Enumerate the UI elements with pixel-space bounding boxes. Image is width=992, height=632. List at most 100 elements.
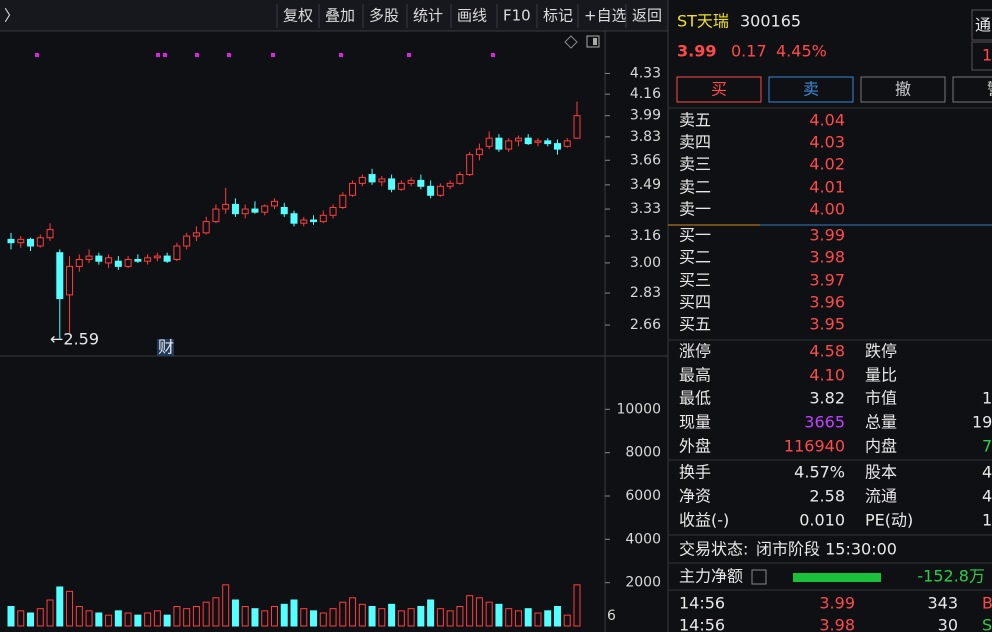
flow-icon[interactable] — [751, 569, 767, 585]
toolbar-button[interactable]: 统计 — [413, 7, 443, 25]
back-button[interactable]: 〉 — [4, 7, 19, 25]
toolbar-button[interactable]: +自选 — [584, 7, 627, 25]
volume-bar — [563, 614, 571, 627]
candle-body — [241, 208, 249, 215]
candle-body — [358, 176, 366, 184]
candle-body — [270, 200, 278, 207]
volume-bar — [27, 612, 35, 627]
y-tick-label: 3.33 — [630, 201, 661, 217]
volume-bar — [7, 606, 15, 627]
y-tick-label: 10000 — [616, 401, 661, 417]
stat-value: 4.58 — [809, 342, 845, 361]
volume-bar — [46, 599, 54, 627]
stat-label: 净资 — [679, 487, 711, 506]
toolbar-button[interactable]: 标记 — [543, 7, 573, 25]
y-tick-label: 3.99 — [630, 108, 661, 124]
candle-body — [544, 140, 552, 145]
candle-body — [505, 140, 513, 150]
volume-bar — [349, 597, 357, 627]
side-bottom: 1 — [982, 46, 992, 65]
candle-body — [85, 255, 93, 260]
toolbar-button[interactable]: 多股 — [369, 7, 399, 25]
stock-code: 300165 — [740, 12, 801, 31]
stat-label: 换手 — [679, 463, 711, 482]
volume-bar — [544, 610, 552, 627]
book-price: 4.00 — [809, 200, 845, 219]
window-icon[interactable] — [586, 35, 600, 48]
volume-bar — [505, 608, 513, 627]
volume-bar — [456, 606, 464, 627]
toolbar-button[interactable]: 复权 — [283, 7, 313, 25]
action-button[interactable]: 买 — [711, 80, 727, 99]
book-label: 买四 — [679, 293, 711, 312]
book-label: 买三 — [679, 271, 711, 290]
action-button-frame — [676, 76, 762, 103]
candle-body — [553, 143, 561, 150]
stat-label: 跌停 — [865, 342, 897, 361]
candle-body — [144, 257, 152, 262]
volume-bar — [427, 599, 435, 627]
volume-bar — [36, 608, 44, 627]
toolbar-button[interactable]: 画线 — [457, 7, 487, 25]
volume-bar — [241, 606, 249, 627]
action-button[interactable]: 卖 — [803, 80, 819, 99]
trade-time: 14:56 — [679, 616, 725, 632]
candle-body — [173, 245, 181, 260]
candle-body — [251, 208, 259, 213]
trade-volume: 343 — [927, 594, 958, 613]
volume-bar — [573, 584, 581, 627]
candle-body — [378, 178, 386, 183]
candle-body — [202, 221, 210, 234]
candle-body — [17, 238, 25, 244]
volume-bar — [475, 597, 483, 627]
candle-body — [339, 194, 347, 208]
side-box — [971, 9, 992, 41]
volume-bar — [134, 614, 142, 627]
book-label: 买一 — [679, 226, 711, 245]
candle-body — [75, 258, 83, 267]
volume-bar — [446, 610, 454, 627]
candle-body — [7, 238, 15, 244]
toolbar-button[interactable]: 叠加 — [325, 7, 355, 25]
candle-body — [427, 185, 435, 196]
stat-label: 收益(-) — [679, 511, 729, 530]
candle-body — [407, 179, 415, 184]
candle-body — [290, 213, 298, 224]
stat-label: 内盘 — [865, 437, 897, 456]
stat-value: 4.10 — [809, 366, 845, 385]
volume-bar — [388, 603, 396, 627]
candle-body — [329, 206, 337, 216]
stat-label: 最高 — [679, 366, 711, 385]
volume-bar — [202, 601, 210, 627]
stat-label: 外盘 — [679, 437, 711, 456]
y-tick-label: 4000 — [625, 531, 661, 547]
trade-side: B — [982, 594, 992, 613]
candle-body — [46, 229, 54, 239]
volume-bar — [183, 608, 191, 627]
toolbar-button[interactable]: F10 — [503, 7, 531, 25]
side-top: 通 — [975, 16, 991, 35]
candle-body — [466, 154, 474, 176]
volume-bar — [407, 608, 415, 627]
toolbar-button[interactable]: 返回 — [632, 7, 662, 25]
y-tick-label: 4.16 — [630, 86, 661, 102]
candle-body — [56, 252, 64, 300]
action-button[interactable]: 警 — [987, 80, 992, 99]
y-tick-label: 2000 — [625, 575, 661, 591]
finance-badge[interactable]: 财 — [158, 338, 174, 357]
volume-bar — [270, 606, 278, 627]
volume-bar — [163, 614, 171, 627]
diamond-icon[interactable] — [564, 35, 578, 49]
volume-bar — [222, 584, 230, 627]
volume-bar — [417, 606, 425, 627]
candle-body — [397, 182, 405, 190]
book-label: 买二 — [679, 248, 711, 267]
candle-body — [183, 235, 191, 247]
candle-body — [134, 258, 142, 262]
action-button[interactable]: 撤 — [895, 80, 911, 99]
candle-body — [534, 140, 542, 143]
low-annotation: ←2.59 — [50, 330, 99, 349]
last-price: 3.99 — [677, 42, 716, 61]
